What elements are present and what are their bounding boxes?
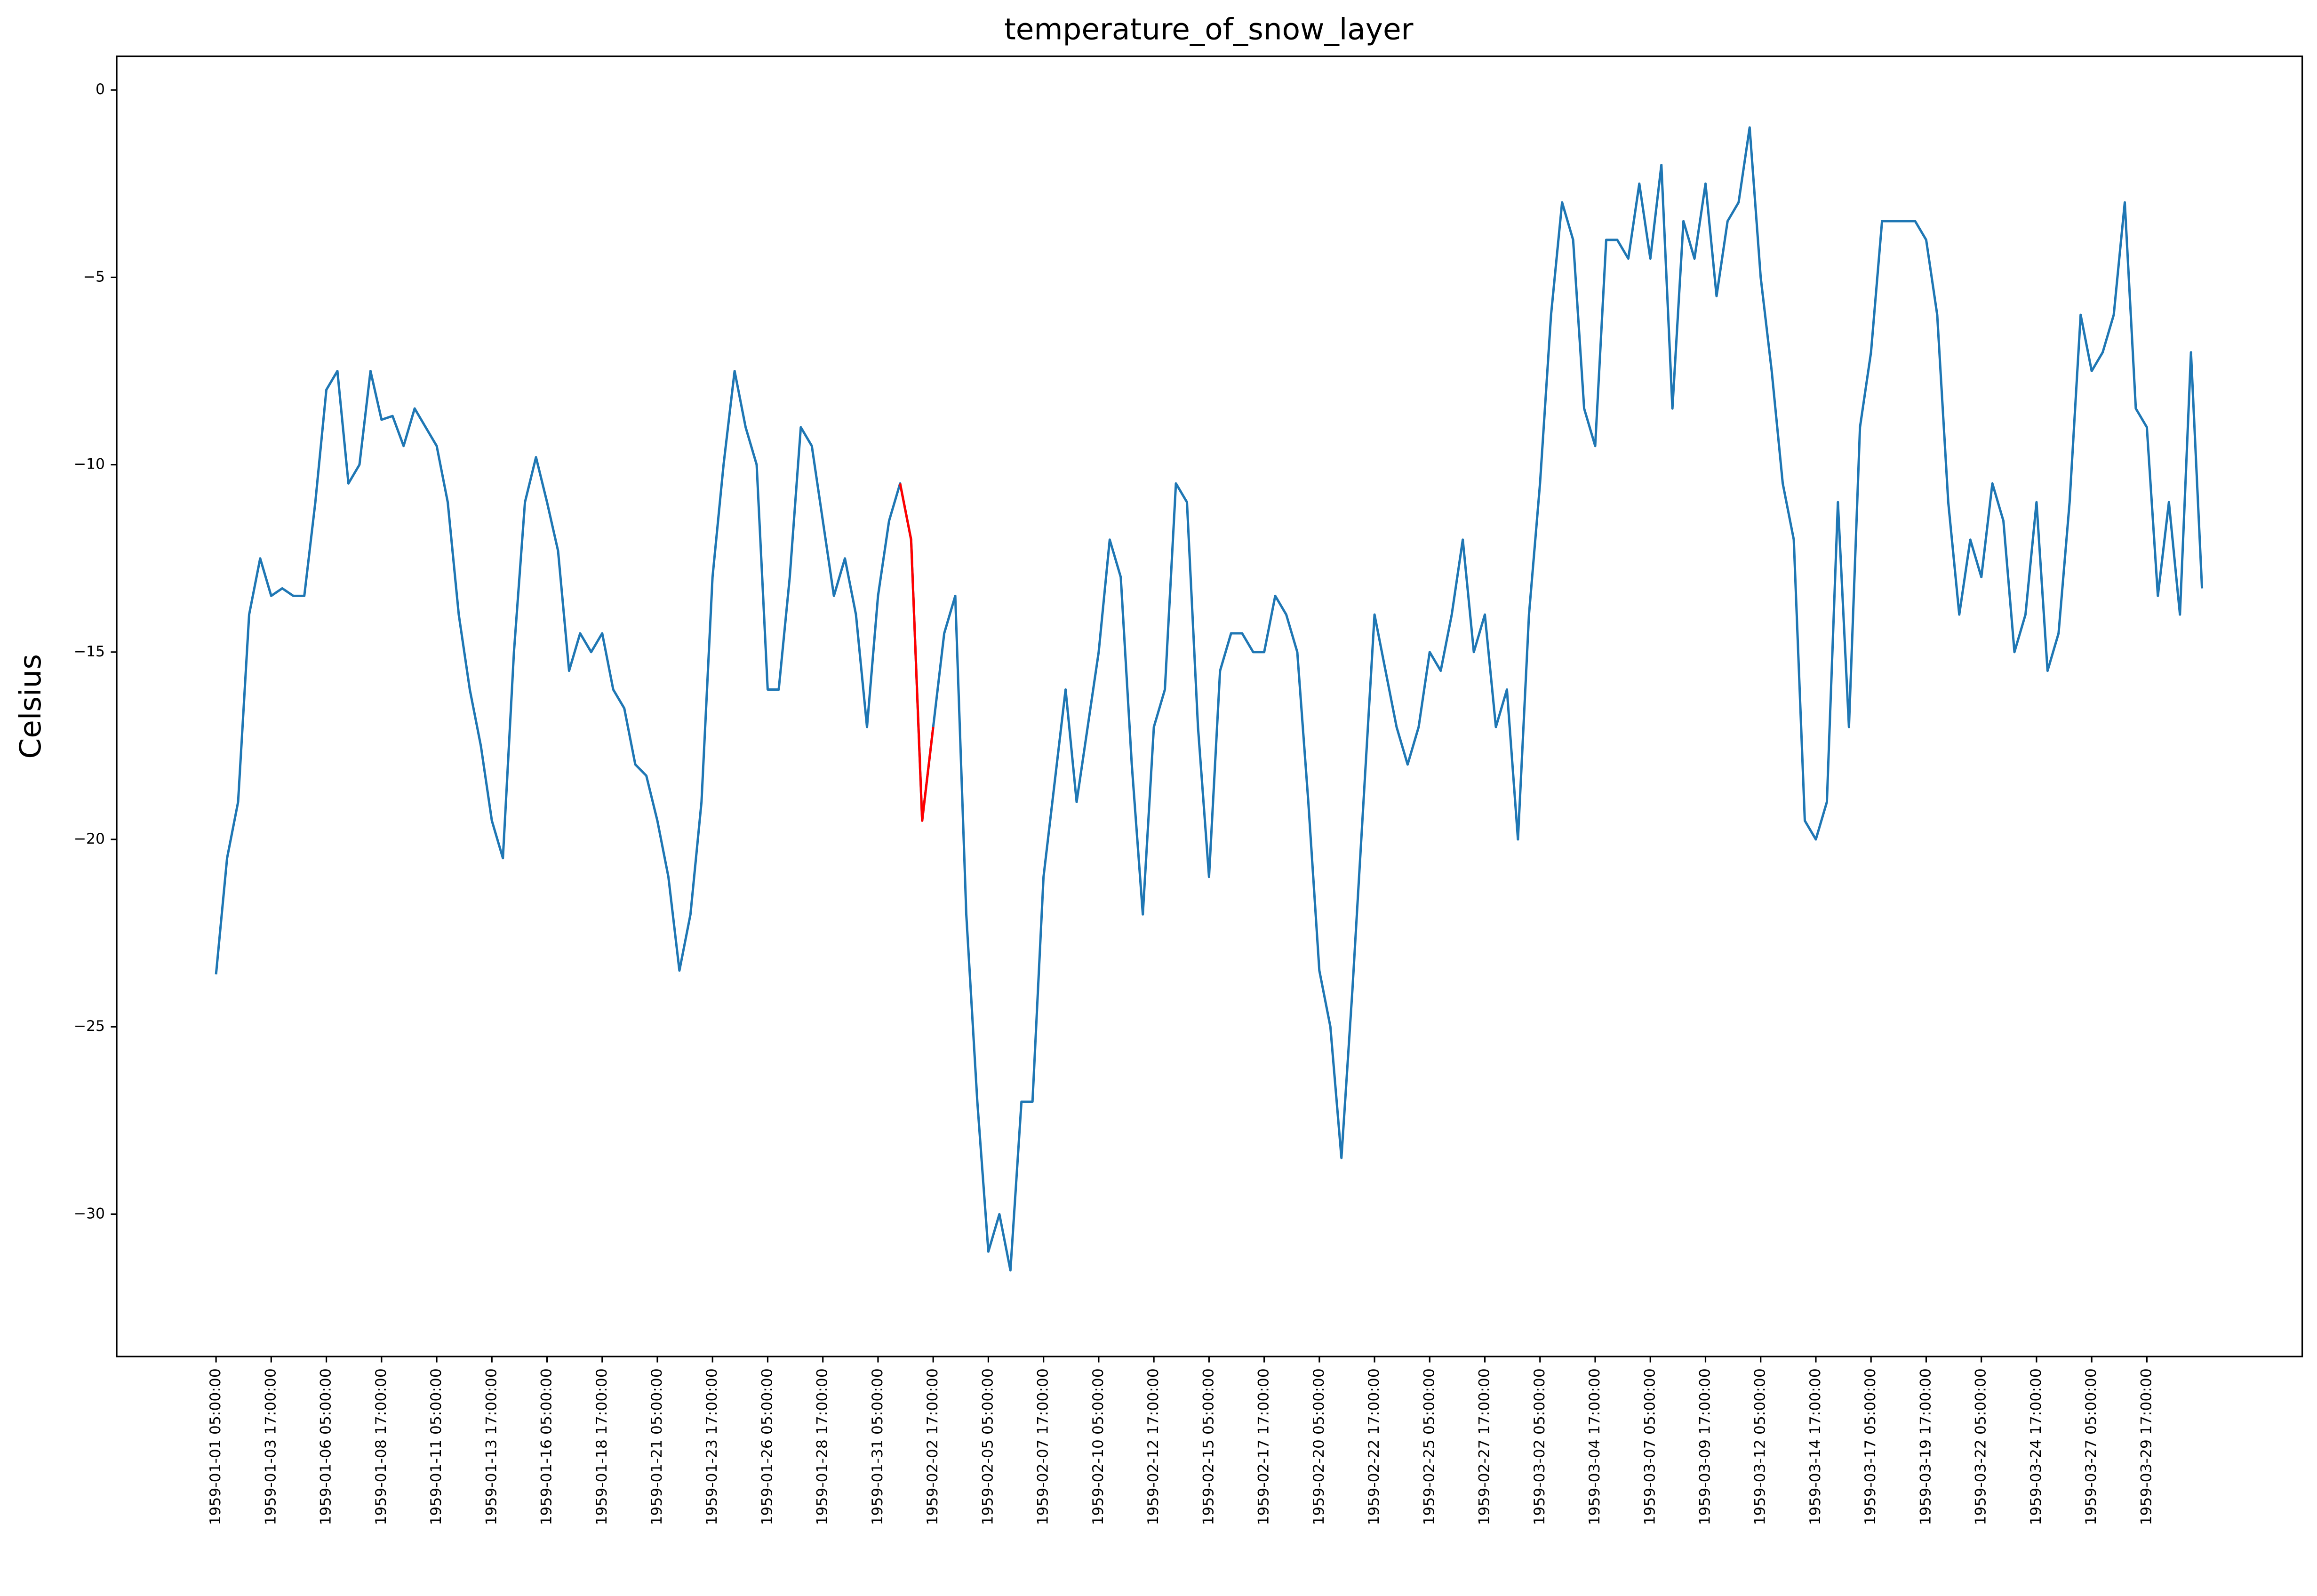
y-axis-label: Celsius: [13, 654, 48, 759]
x-tick-label: 1959-01-11 05:00:00: [428, 1368, 445, 1525]
x-tick-label: 1959-02-02 17:00:00: [924, 1368, 941, 1525]
data-line: [215, 126, 2204, 1272]
x-tick-label: 1959-01-28 17:00:00: [814, 1368, 831, 1525]
x-tick-label: 1959-01-06 05:00:00: [318, 1368, 335, 1525]
x-tick-label: 1959-01-26 05:00:00: [759, 1368, 775, 1525]
x-tick-label: 1959-03-14 17:00:00: [1807, 1368, 1824, 1525]
x-tick-label: 1959-01-31 05:00:00: [869, 1368, 886, 1525]
x-tick-label: 1959-02-10 05:00:00: [1090, 1368, 1107, 1525]
x-tick-label: 1959-01-21 05:00:00: [648, 1368, 665, 1525]
x-tick-label: 1959-01-18 17:00:00: [593, 1368, 610, 1525]
data-line: [899, 483, 935, 822]
x-tick-label: 1959-02-15 05:00:00: [1200, 1368, 1217, 1525]
x-tick-label: 1959-03-27 05:00:00: [2083, 1368, 2100, 1525]
x-tick-label: 1959-03-12 05:00:00: [1752, 1368, 1769, 1525]
x-tick-label: 1959-02-05 05:00:00: [979, 1368, 996, 1525]
x-tick-label: 1959-02-12 17:00:00: [1145, 1368, 1162, 1525]
x-tick-label: 1959-03-17 05:00:00: [1862, 1368, 1879, 1525]
y-tick-label: −5: [83, 268, 105, 285]
y-tick-label: −10: [74, 456, 105, 473]
x-tick-label: 1959-01-23 17:00:00: [703, 1368, 720, 1525]
x-tick-label: 1959-03-09 17:00:00: [1696, 1368, 1713, 1525]
x-tick-label: 1959-02-20 05:00:00: [1310, 1368, 1327, 1525]
x-tick-label: 1959-02-17 17:00:00: [1255, 1368, 1272, 1525]
x-tick-label: 1959-03-04 17:00:00: [1586, 1368, 1603, 1525]
x-tick-label: 1959-03-29 17:00:00: [2138, 1368, 2155, 1525]
y-tick-label: −30: [74, 1205, 105, 1222]
y-tick-label: −15: [74, 643, 105, 660]
y-tick-label: −20: [74, 830, 105, 847]
x-tick-label: 1959-01-01 05:00:00: [207, 1368, 224, 1525]
x-tick-label: 1959-02-07 17:00:00: [1035, 1368, 1052, 1525]
x-tick-label: 1959-03-22 05:00:00: [1973, 1368, 1989, 1525]
x-tick-label: 1959-03-02 05:00:00: [1531, 1368, 1548, 1525]
x-tick-label: 1959-02-25 05:00:00: [1421, 1368, 1438, 1525]
x-tick-label: 1959-01-08 17:00:00: [373, 1368, 390, 1525]
x-tick-label: 1959-01-13 17:00:00: [483, 1368, 500, 1525]
x-tick-label: 1959-02-22 17:00:00: [1366, 1368, 1382, 1525]
x-tick-label: 1959-03-19 17:00:00: [1917, 1368, 1934, 1525]
y-tick-label: −25: [74, 1018, 105, 1035]
x-tick-label: 1959-01-03 17:00:00: [262, 1368, 279, 1525]
x-tick-label: 1959-01-16 05:00:00: [538, 1368, 555, 1525]
chart-title: temperature_of_snow_layer: [1004, 12, 1413, 46]
x-tick-label: 1959-03-07 05:00:00: [1641, 1368, 1658, 1525]
y-tick-label: 0: [96, 81, 105, 98]
x-tick-label: 1959-02-27 17:00:00: [1476, 1368, 1493, 1525]
x-tick-label: 1959-03-24 17:00:00: [2028, 1368, 2045, 1525]
